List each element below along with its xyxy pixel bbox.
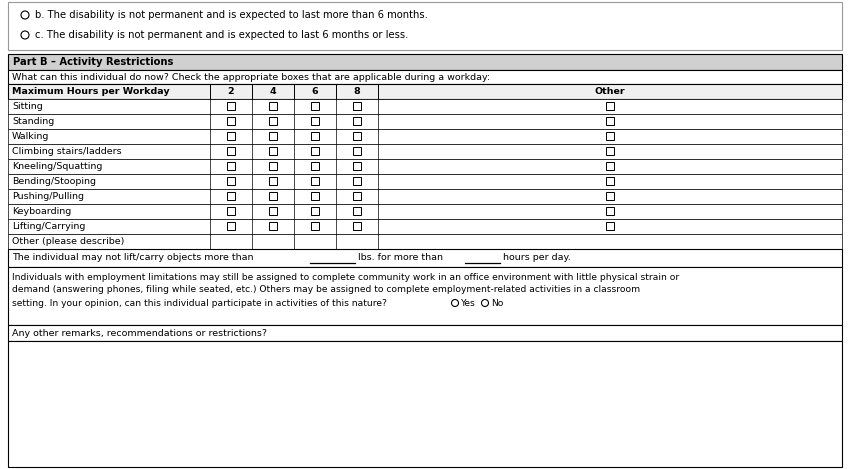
- Text: 4: 4: [269, 87, 276, 96]
- Bar: [353, 207, 361, 215]
- Bar: [269, 147, 277, 156]
- Text: What can this individual do now? Check the appropriate boxes that are applicable: What can this individual do now? Check t…: [12, 73, 490, 82]
- Circle shape: [481, 300, 489, 307]
- Text: Maximum Hours per Workday: Maximum Hours per Workday: [12, 87, 170, 96]
- Text: Keyboarding: Keyboarding: [12, 207, 71, 216]
- Bar: [8, 189, 842, 204]
- Bar: [269, 192, 277, 201]
- Bar: [606, 177, 614, 186]
- Text: Kneeling/Squatting: Kneeling/Squatting: [12, 162, 102, 171]
- Text: Other: Other: [595, 87, 626, 96]
- Bar: [269, 133, 277, 141]
- Bar: [8, 204, 842, 219]
- Bar: [8, 54, 842, 70]
- Bar: [8, 341, 842, 467]
- Bar: [227, 222, 235, 230]
- Bar: [227, 192, 235, 201]
- Bar: [8, 129, 842, 144]
- Bar: [269, 222, 277, 230]
- Text: Part B – Activity Restrictions: Part B – Activity Restrictions: [13, 57, 173, 67]
- Bar: [227, 147, 235, 156]
- Text: No: No: [491, 298, 503, 308]
- Bar: [311, 177, 319, 186]
- Bar: [353, 147, 361, 156]
- Bar: [311, 103, 319, 111]
- Bar: [311, 133, 319, 141]
- Text: 8: 8: [354, 87, 360, 96]
- Bar: [353, 133, 361, 141]
- Bar: [8, 70, 842, 84]
- Bar: [8, 2, 842, 50]
- Bar: [606, 103, 614, 111]
- Bar: [606, 118, 614, 126]
- Bar: [606, 192, 614, 201]
- Text: Individuals with employment limitations may still be assigned to complete commun: Individuals with employment limitations …: [12, 272, 679, 281]
- Bar: [311, 162, 319, 171]
- Text: Other (please describe): Other (please describe): [12, 237, 124, 246]
- Bar: [353, 162, 361, 171]
- Bar: [606, 133, 614, 141]
- Text: Lifting/Carrying: Lifting/Carrying: [12, 222, 85, 231]
- Text: hours per day.: hours per day.: [503, 254, 570, 263]
- Bar: [269, 162, 277, 171]
- Bar: [606, 222, 614, 230]
- Text: Walking: Walking: [12, 132, 49, 141]
- Bar: [311, 192, 319, 201]
- Bar: [353, 103, 361, 111]
- Bar: [353, 192, 361, 201]
- Bar: [227, 103, 235, 111]
- Text: setting. In your opinion, can this individual participate in activities of this : setting. In your opinion, can this indiv…: [12, 298, 387, 308]
- Bar: [8, 249, 842, 267]
- Bar: [353, 177, 361, 186]
- Bar: [227, 177, 235, 186]
- Bar: [227, 118, 235, 126]
- Text: Pushing/Pulling: Pushing/Pulling: [12, 192, 84, 201]
- Bar: [227, 162, 235, 171]
- Bar: [8, 84, 842, 99]
- Bar: [269, 118, 277, 126]
- Text: Sitting: Sitting: [12, 102, 43, 111]
- Bar: [8, 114, 842, 129]
- Bar: [311, 147, 319, 156]
- Text: Any other remarks, recommendations or restrictions?: Any other remarks, recommendations or re…: [12, 328, 267, 338]
- Bar: [311, 222, 319, 230]
- Text: b. The disability is not permanent and is expected to last more than 6 months.: b. The disability is not permanent and i…: [35, 10, 428, 20]
- Text: 6: 6: [312, 87, 318, 96]
- Text: The individual may not lift/carry objects more than: The individual may not lift/carry object…: [12, 254, 253, 263]
- Circle shape: [21, 31, 29, 39]
- Text: Standing: Standing: [12, 117, 54, 126]
- Text: Climbing stairs/ladders: Climbing stairs/ladders: [12, 147, 122, 156]
- Bar: [606, 147, 614, 156]
- Bar: [269, 177, 277, 186]
- Text: Yes: Yes: [461, 298, 476, 308]
- Bar: [606, 162, 614, 171]
- Bar: [353, 118, 361, 126]
- Bar: [311, 207, 319, 215]
- Bar: [8, 159, 842, 174]
- Bar: [227, 133, 235, 141]
- Text: Bending/Stooping: Bending/Stooping: [12, 177, 96, 186]
- Bar: [606, 207, 614, 215]
- Bar: [8, 219, 842, 234]
- Text: lbs. for more than: lbs. for more than: [358, 254, 443, 263]
- Bar: [8, 144, 842, 159]
- Bar: [8, 267, 842, 325]
- Bar: [8, 325, 842, 341]
- Bar: [227, 207, 235, 215]
- Bar: [269, 103, 277, 111]
- Bar: [353, 222, 361, 230]
- Circle shape: [451, 300, 458, 307]
- Bar: [269, 207, 277, 215]
- Text: c. The disability is not permanent and is expected to last 6 months or less.: c. The disability is not permanent and i…: [35, 30, 408, 40]
- Bar: [311, 118, 319, 126]
- Text: demand (answering phones, filing while seated, etc.) Others may be assigned to c: demand (answering phones, filing while s…: [12, 286, 640, 295]
- Text: 2: 2: [228, 87, 235, 96]
- Bar: [8, 174, 842, 189]
- Circle shape: [21, 11, 29, 19]
- Bar: [8, 234, 842, 249]
- Bar: [8, 99, 842, 114]
